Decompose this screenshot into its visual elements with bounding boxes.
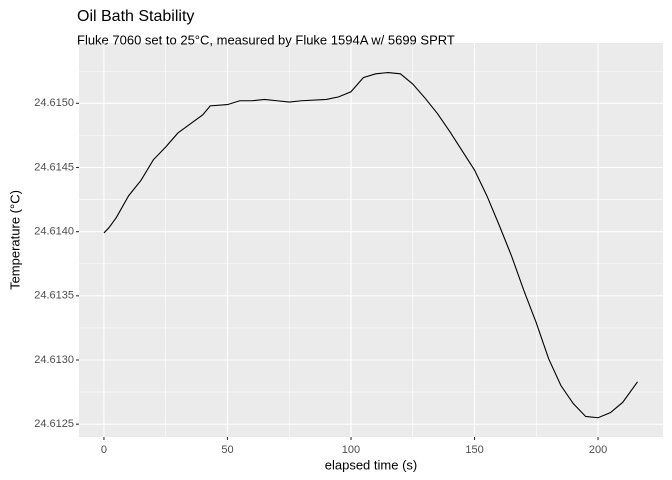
x-tick-label: 0 bbox=[101, 444, 107, 456]
chart-subtitle: Fluke 7060 set to 25°C, measured by Fluk… bbox=[77, 32, 455, 47]
y-tick-label: 24.6140 bbox=[34, 226, 74, 238]
x-axis-title: elapsed time (s) bbox=[325, 457, 417, 472]
y-tick-label: 24.6135 bbox=[34, 290, 74, 302]
y-axis-title: Temperature (°C) bbox=[7, 190, 22, 290]
x-tick-label: 200 bbox=[589, 444, 607, 456]
panel bbox=[79, 43, 663, 437]
y-tick-label: 24.6150 bbox=[34, 97, 74, 109]
chart-title: Oil Bath Stability bbox=[77, 8, 194, 25]
x-tick-label: 100 bbox=[342, 444, 360, 456]
y-tick-label: 24.6125 bbox=[34, 418, 74, 430]
x-tick-label: 50 bbox=[221, 444, 233, 456]
y-tick-label: 24.6145 bbox=[34, 161, 74, 173]
y-tick-label: 24.6130 bbox=[34, 354, 74, 366]
data-line bbox=[103, 71, 639, 419]
x-tick-label: 150 bbox=[465, 444, 483, 456]
